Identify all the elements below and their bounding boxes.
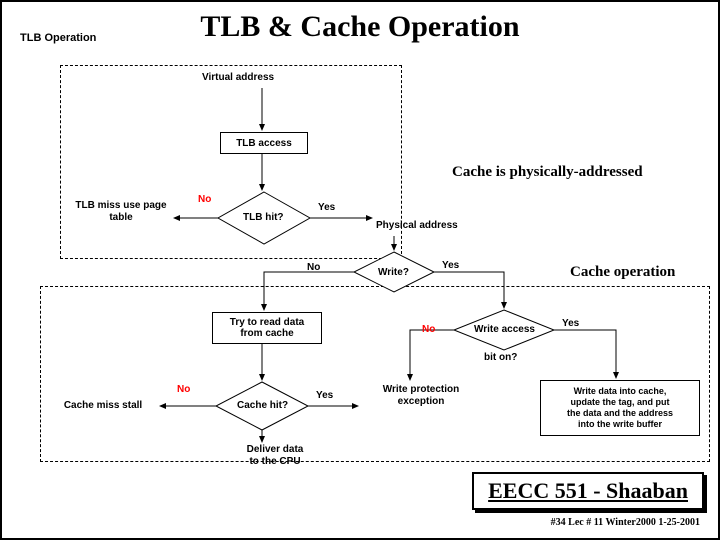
cache-hit-label: Cache hit?	[237, 400, 288, 411]
subtitle: TLB Operation	[20, 32, 96, 44]
try-read-box: Try to read data from cache	[212, 312, 322, 344]
write-access-label: Write access	[474, 324, 535, 335]
yes1-label: Yes	[318, 202, 335, 213]
footer-meta: #34 Lec # 11 Winter2000 1-25-2001	[551, 517, 700, 528]
no1-label: No	[198, 194, 211, 205]
write-data-box: Write data into cache, update the tag, a…	[540, 380, 700, 436]
no2-label: No	[307, 262, 320, 273]
slide: TLB & Cache Operation TLB Operation	[0, 0, 720, 540]
no3-label: No	[422, 324, 435, 335]
yes3-label: Yes	[562, 318, 579, 329]
write-prot-label: Write protection exception	[366, 384, 476, 407]
tlb-hit-label: TLB hit?	[243, 212, 284, 223]
slide-title: TLB & Cache Operation	[2, 10, 718, 44]
tlb-miss-text: TLB miss use page table	[75, 200, 166, 223]
tlb-miss-label: TLB miss use page table	[72, 200, 170, 223]
no4-label: No	[177, 384, 190, 395]
tlb-region	[60, 65, 402, 259]
cache-miss-label: Cache miss stall	[50, 400, 156, 411]
cache-op-annotation: Cache operation	[570, 264, 675, 281]
yes2-label: Yes	[442, 260, 459, 271]
phys-addr-label: Physical address	[376, 220, 458, 231]
virtual-address-label: Virtual address	[202, 72, 274, 83]
write-q-label: Write?	[378, 267, 409, 278]
deliver-label: Deliver data to the CPU	[230, 444, 320, 467]
tlb-access-box: TLB access	[220, 132, 308, 154]
yes4-label: Yes	[316, 390, 333, 401]
footer-course: EECC 551 - Shaaban	[472, 472, 704, 510]
cache-phys-annotation: Cache is physically-addressed	[452, 164, 643, 181]
bit-on-label: bit on?	[484, 352, 517, 363]
